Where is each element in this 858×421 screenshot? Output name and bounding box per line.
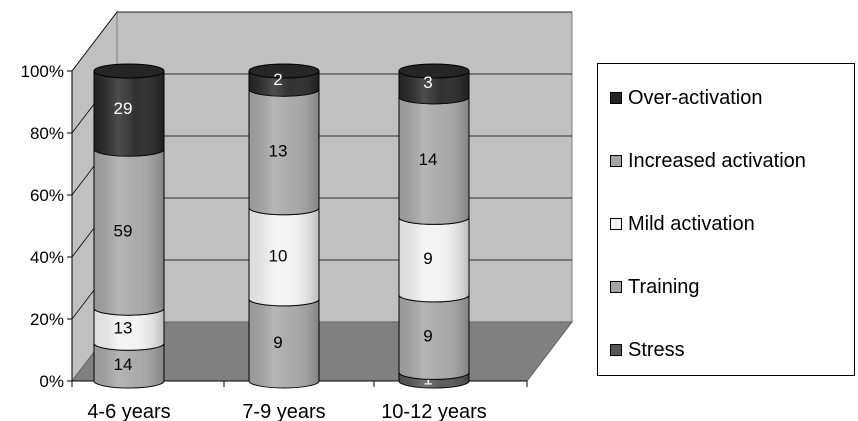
legend: Over-activation Increased activation Mild … — [597, 63, 855, 376]
y-tick-label: 60% — [30, 186, 64, 205]
bar-stack: 199143 — [398, 63, 470, 389]
data-label: 9 — [423, 327, 432, 346]
bars: 0141359290910132199143 — [93, 63, 470, 391]
x-tick-label: 4-6 years — [87, 401, 170, 421]
x-tick-label: 7-9 years — [242, 401, 325, 421]
data-label: 14 — [114, 355, 133, 374]
data-label: 9 — [423, 249, 432, 268]
bar-segment-shade — [399, 217, 469, 302]
legend-swatch — [610, 155, 622, 167]
bar-segment-shade — [399, 294, 469, 380]
bar-segment-shade — [399, 372, 469, 388]
y-tick-label: 100% — [21, 62, 64, 81]
legend-swatch — [610, 344, 622, 356]
legend-item: Over-activation — [610, 86, 763, 110]
bar-segment-shade — [94, 343, 164, 388]
legend-label: Training — [628, 275, 700, 298]
legend-item: Mild activation — [610, 212, 755, 236]
legend-item: Increased activation — [610, 149, 806, 173]
legend-label: Over-activation — [628, 86, 763, 109]
legend-item: Stress — [610, 338, 685, 362]
bar-segment-shade — [399, 96, 469, 225]
data-label: 29 — [114, 99, 133, 118]
data-label: 13 — [114, 319, 133, 338]
data-label: 2 — [273, 70, 282, 89]
legend-item: Training — [610, 275, 700, 299]
back-wall — [116, 11, 573, 323]
bar-segment-shade — [249, 298, 319, 388]
bar-top-cap — [248, 63, 320, 79]
bar-stack: 0910132 — [248, 63, 320, 391]
y-tick-label: 20% — [30, 310, 64, 329]
legend-swatch — [610, 218, 622, 230]
data-label: 9 — [273, 333, 282, 352]
legend-label: Mild activation — [628, 212, 755, 235]
legend-swatch — [610, 281, 622, 293]
data-label: 59 — [114, 222, 133, 241]
bar-segment-shade — [94, 71, 164, 157]
legend-label: Stress — [628, 338, 685, 361]
bar-segment-shade — [249, 207, 319, 306]
gridline — [71, 11, 572, 72]
data-label: 14 — [419, 150, 438, 169]
legend-label: Increased activation — [628, 149, 806, 172]
y-tick-label: 0% — [39, 372, 64, 391]
x-tick-label: 10-12 years — [381, 401, 487, 421]
y-axis: 0% 20% 40% 60% 80% 100% — [21, 62, 72, 391]
bar-segment-shade — [399, 71, 469, 104]
data-label: 10 — [269, 246, 288, 265]
x-axis: 4-6 years 7-9 years 10-12 years — [71, 381, 528, 421]
bar-stack: 014135929 — [93, 63, 165, 391]
y-tick-label: 40% — [30, 248, 64, 267]
y-tick-label: 80% — [30, 124, 64, 143]
bar-segment-shade — [94, 149, 164, 316]
data-label: 3 — [423, 73, 432, 92]
legend-swatch — [610, 92, 622, 104]
bar-segment-shade — [94, 308, 164, 351]
data-label: 13 — [269, 142, 288, 161]
bar-segment-shade — [249, 89, 319, 215]
bar-top-cap — [398, 63, 470, 79]
bar-top-cap — [93, 63, 165, 79]
